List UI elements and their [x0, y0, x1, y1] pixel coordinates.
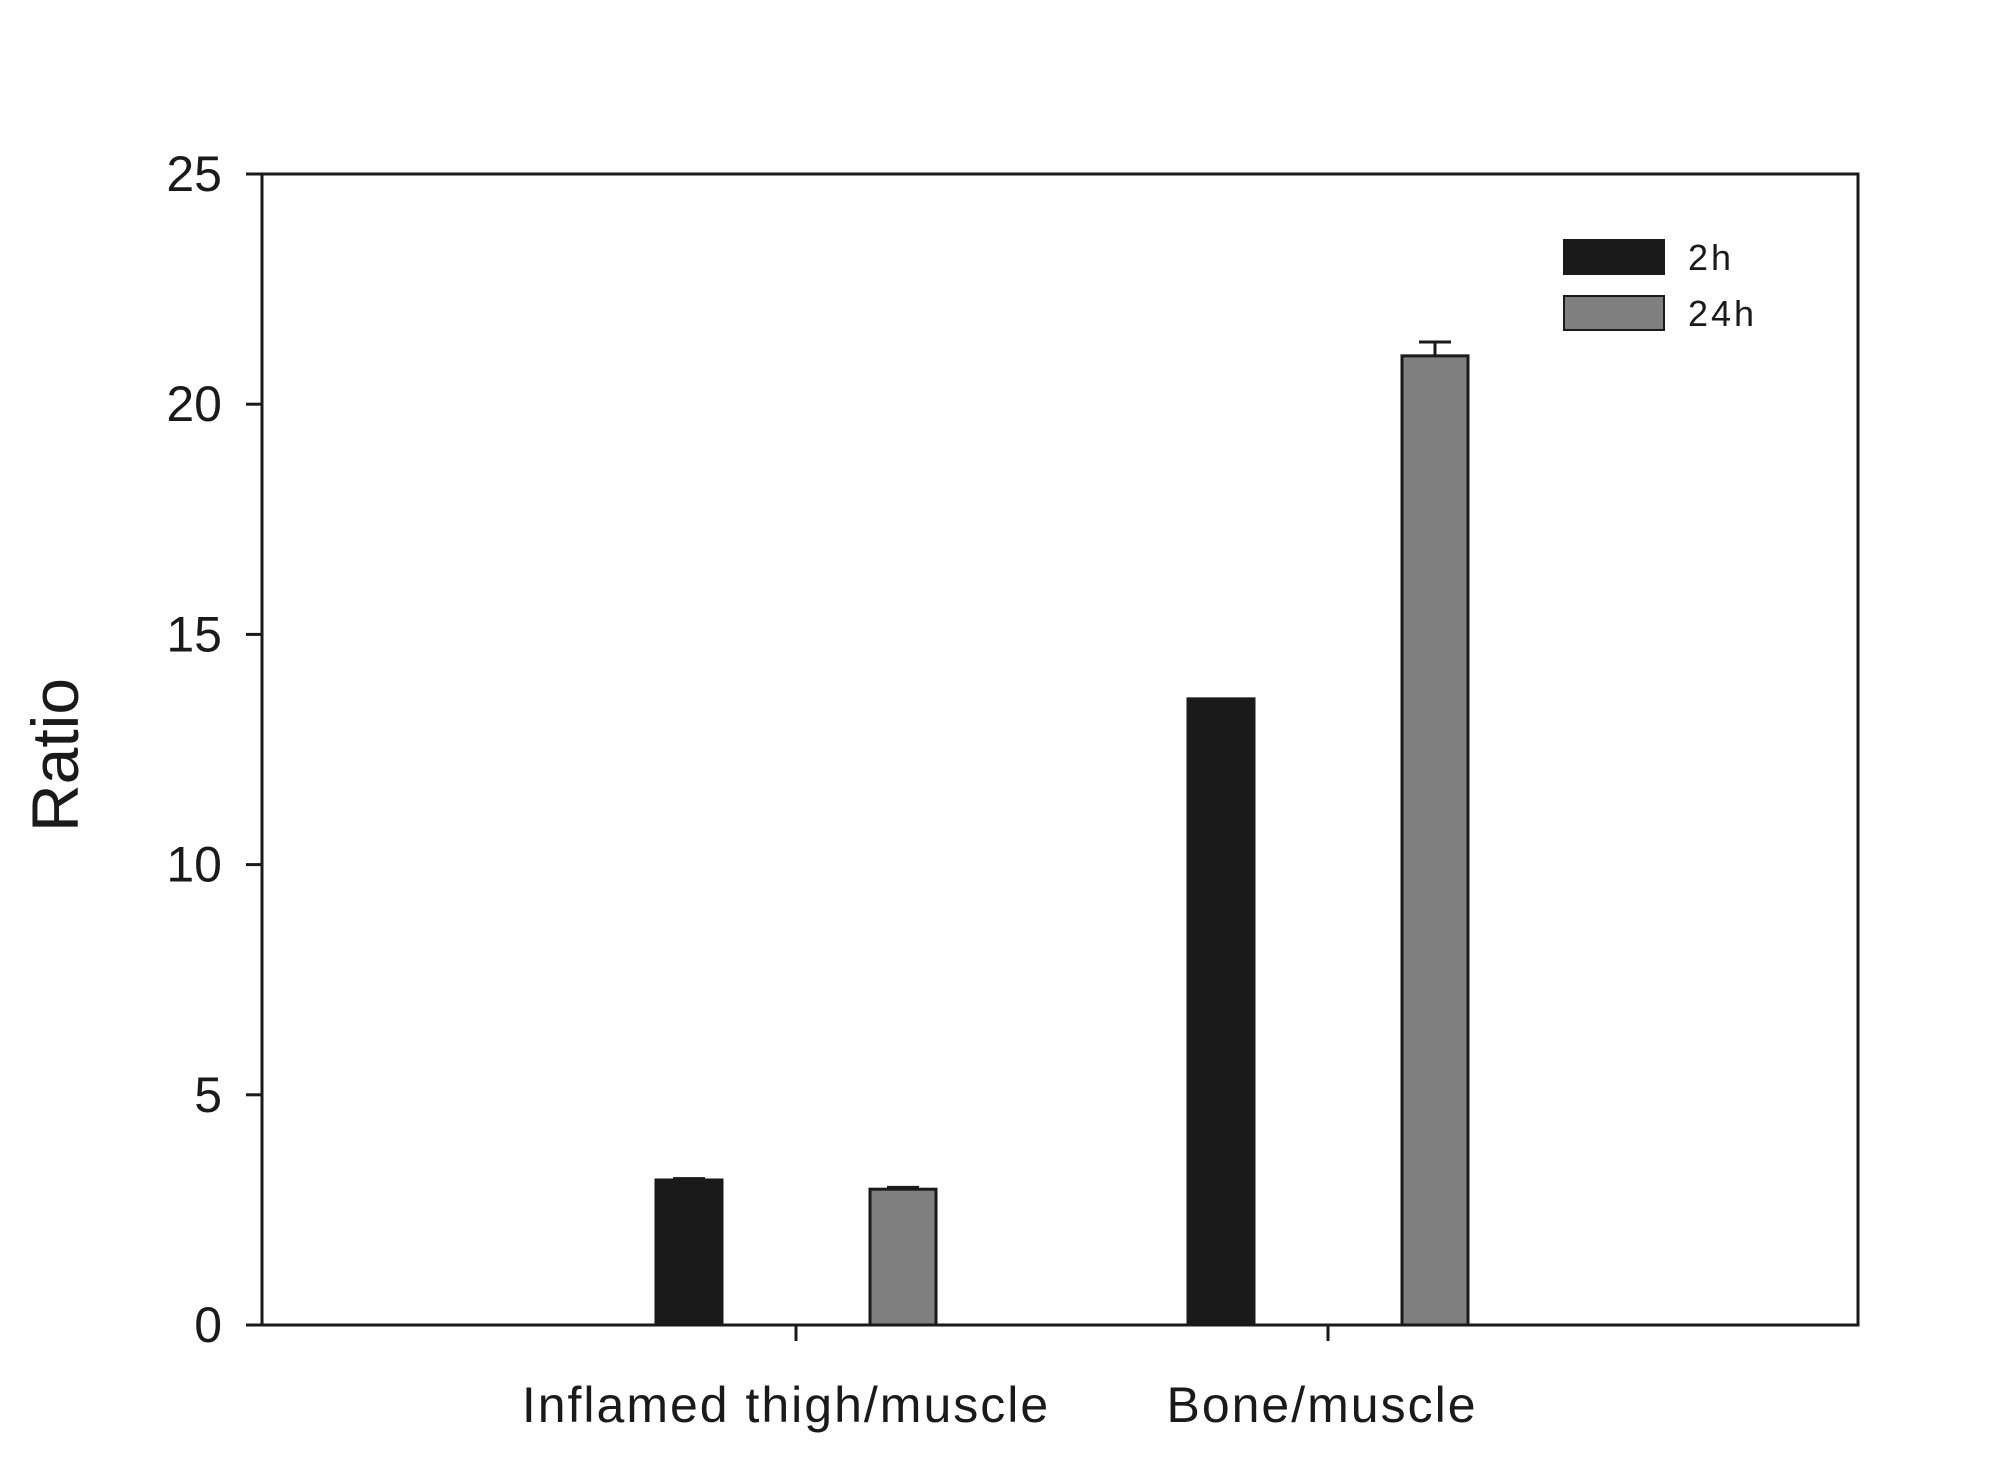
x-category-label-1: Bone/muscle [1166, 1377, 1477, 1433]
x-category-label-0: Inflamed thigh/muscle [522, 1377, 1050, 1433]
y-tick-label: 20 [166, 376, 222, 432]
y-tick-label: 0 [194, 1297, 222, 1353]
plot-frame [260, 172, 1860, 1327]
y-axis-title: Ratio [18, 678, 92, 832]
bar-24h-0 [868, 1187, 938, 1327]
legend-label-2h: 2h [1688, 237, 1734, 278]
bar-24h-1 [1400, 354, 1470, 1327]
bar-2h-0 [654, 1178, 724, 1327]
y-tick-label: 25 [166, 146, 222, 202]
legend-swatch-2h [1563, 239, 1665, 275]
legend-swatch-24h [1563, 295, 1665, 331]
y-tick-label: 10 [166, 837, 222, 893]
bar-2h-1 [1186, 697, 1256, 1327]
y-tick-label: 15 [166, 606, 222, 662]
legend-label-24h: 24h [1688, 293, 1757, 334]
y-tick-label: 5 [194, 1067, 222, 1123]
